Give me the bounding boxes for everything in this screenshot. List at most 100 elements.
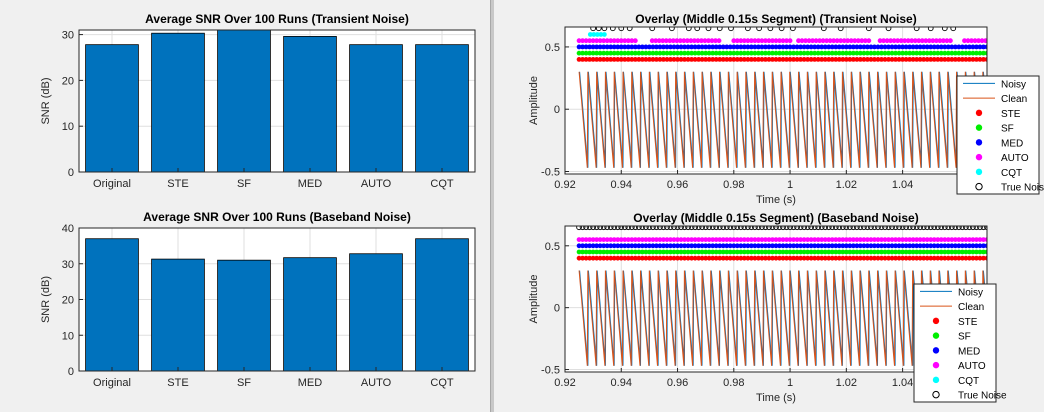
bar[interactable] — [415, 238, 469, 372]
marker-ste — [924, 56, 930, 62]
bar[interactable] — [283, 36, 337, 173]
legend-item-clean[interactable]: Clean — [963, 94, 1027, 105]
marker-med — [784, 243, 789, 249]
clean-line — [578, 71, 987, 168]
marker-sf — [798, 249, 804, 255]
marker-med — [594, 243, 600, 249]
legend-item-auto[interactable]: AUTO — [932, 361, 986, 372]
legend-item-noisy[interactable]: Noisy — [920, 287, 983, 298]
marker-med — [945, 243, 951, 249]
marker-med — [931, 44, 937, 50]
marker-auto — [859, 38, 865, 44]
marker-sf — [576, 249, 582, 255]
marker-auto — [963, 237, 969, 243]
marker-sf — [713, 249, 719, 255]
legend-item-true-noise[interactable]: True Noise — [975, 183, 1044, 194]
marker-true-noise — [970, 226, 976, 231]
legend-item-ste[interactable]: STE — [975, 109, 1021, 120]
marker-ste — [650, 56, 656, 62]
legend-item-noisy[interactable]: Noisy — [963, 79, 1026, 90]
bar[interactable] — [151, 32, 205, 173]
marker-med — [840, 243, 846, 249]
marker-auto — [917, 237, 923, 243]
marker-ste — [601, 255, 607, 261]
legend-box — [913, 283, 997, 403]
marker-auto — [889, 237, 895, 243]
marker-ste — [931, 255, 937, 261]
marker-med — [949, 243, 955, 249]
marker-ste — [896, 56, 902, 62]
x-tick-label: MED — [298, 178, 323, 190]
marker-true-noise — [713, 226, 720, 231]
marker-ste — [858, 56, 863, 62]
bar[interactable] — [151, 258, 205, 372]
legend-item-sf[interactable]: SF — [932, 332, 971, 343]
legend-item-cqt[interactable]: CQT — [975, 168, 1022, 179]
marker-ste — [608, 255, 614, 261]
marker-sf — [974, 50, 979, 56]
marker-true-noise — [621, 226, 628, 231]
marker-sf — [801, 50, 807, 56]
marker-sf — [850, 249, 856, 255]
marker-true-noise — [745, 226, 751, 231]
marker-auto — [738, 38, 744, 44]
marker-ste — [639, 255, 645, 261]
bar[interactable] — [217, 29, 271, 173]
legend-item-med[interactable]: MED — [975, 138, 1023, 149]
marker-true-noise — [773, 226, 779, 231]
bar[interactable] — [349, 253, 403, 372]
legend-item-clean[interactable]: Clean — [920, 302, 984, 313]
marker-true-noise — [832, 226, 839, 231]
y-tick-label: 0 — [554, 303, 560, 315]
marker-ste — [650, 255, 656, 261]
legend-item-auto[interactable]: AUTO — [975, 153, 1029, 164]
bar[interactable] — [85, 238, 139, 372]
legend-item-med[interactable]: MED — [932, 346, 980, 357]
marker-ste — [689, 56, 694, 62]
marker-true-noise — [727, 226, 734, 231]
marker-auto — [636, 237, 642, 243]
bar[interactable] — [415, 44, 469, 173]
y-axis-label: Amplitude — [528, 76, 540, 125]
marker-med — [745, 44, 751, 50]
legend-item-true-noise[interactable]: True Noise — [932, 391, 1007, 402]
marker-sf — [738, 249, 744, 255]
marker-ste — [854, 255, 860, 261]
marker-true-noise — [963, 226, 969, 231]
marker-auto — [948, 38, 953, 44]
bar[interactable] — [283, 257, 337, 372]
marker-sf — [847, 249, 853, 255]
marker-auto — [891, 38, 897, 44]
marker-true-noise — [595, 27, 602, 32]
marker-sf — [766, 50, 772, 56]
bar[interactable] — [85, 44, 139, 173]
bar[interactable] — [349, 44, 403, 173]
marker-sf — [777, 249, 782, 255]
marker-med — [935, 44, 941, 50]
marker-ste — [625, 56, 631, 62]
marker-sf — [654, 249, 659, 255]
marker-sf — [604, 249, 610, 255]
legend[interactable]: Noisy Clean STE SF MED AUTO CQT True Noise — [913, 283, 1007, 403]
marker-auto — [734, 38, 740, 44]
marker-ste — [759, 255, 765, 261]
legend-item-cqt[interactable]: CQT — [932, 376, 979, 387]
marker-auto — [884, 38, 890, 44]
marker-true-noise — [643, 226, 649, 231]
marker-med — [826, 44, 832, 50]
legend[interactable]: Noisy Clean STE SF MED AUTO CQT True Noise — [956, 75, 1044, 195]
marker-ste — [970, 56, 976, 62]
marker-auto — [900, 237, 905, 243]
marker-ste — [938, 56, 944, 62]
pane-splitter[interactable] — [490, 0, 494, 412]
marker-sf — [590, 50, 596, 56]
legend-item-sf[interactable]: SF — [975, 124, 1014, 135]
marker-sf — [731, 249, 737, 255]
marker-auto — [670, 38, 676, 44]
marker-auto — [688, 38, 694, 44]
marker-auto — [622, 38, 628, 44]
legend-item-ste[interactable]: STE — [932, 317, 978, 328]
bar[interactable] — [217, 259, 271, 372]
marker-med — [893, 44, 898, 50]
marker-auto — [657, 237, 663, 243]
